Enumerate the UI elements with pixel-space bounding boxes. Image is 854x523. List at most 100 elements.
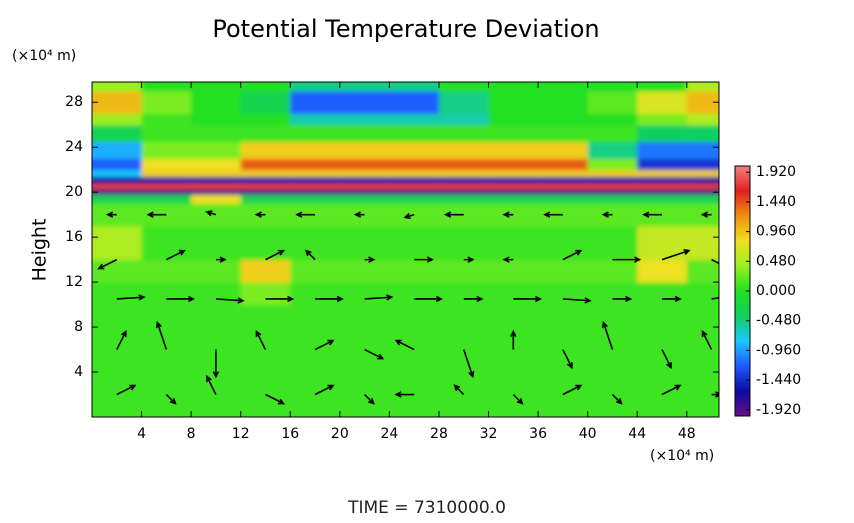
- vector-arrow: [661, 384, 682, 396]
- vector-arrow: [255, 329, 267, 350]
- vector-arrow: [661, 349, 672, 370]
- vector-arrow: [601, 320, 614, 350]
- heat-cell: [438, 282, 490, 306]
- heat-cell: [141, 82, 192, 92]
- heat-cell: [488, 188, 539, 195]
- x-tick-label: 4: [137, 426, 146, 442]
- y-tick-label: 12: [65, 274, 83, 290]
- heat-cell: [538, 225, 589, 261]
- vector-arrow: [612, 295, 633, 303]
- heat-cell: [92, 82, 143, 92]
- heat-cell: [191, 194, 242, 204]
- heat-cell: [587, 203, 638, 227]
- heat-cell: [339, 194, 390, 204]
- heat-cell: [92, 304, 143, 417]
- heat-cell: [389, 203, 440, 227]
- heat-cell: [488, 176, 539, 184]
- heat-cell: [290, 141, 341, 159]
- heat-cell: [191, 90, 242, 114]
- heat-cell: [538, 90, 589, 114]
- heat-cell: [389, 225, 440, 261]
- heat-cell: [141, 90, 192, 114]
- heat-cell: [389, 141, 440, 159]
- heat-cell: [92, 188, 143, 195]
- colorbar-tick-label: -0.960: [756, 342, 801, 358]
- heat-cell: [240, 203, 291, 227]
- vector-arrow: [661, 249, 691, 261]
- colorbar-tick-label: -0.480: [756, 313, 801, 329]
- vector-arrow: [353, 211, 365, 218]
- heat-cell: [686, 304, 719, 417]
- heat-cell: [389, 176, 440, 184]
- vector-arrow: [642, 211, 662, 218]
- heat-cell: [686, 176, 719, 184]
- heat-cell: [240, 188, 291, 195]
- heat-cell: [240, 113, 291, 126]
- vector-arrow: [414, 295, 443, 303]
- heat-cell: [240, 82, 291, 92]
- vector-arrow: [462, 349, 475, 379]
- heat-cell: [587, 176, 638, 184]
- vector-arrow: [562, 349, 573, 370]
- heat-cell: [587, 169, 638, 177]
- heat-cell: [389, 124, 440, 143]
- heat-cell: [92, 141, 143, 159]
- x-tick-label: 32: [480, 426, 498, 442]
- heat-cell: [339, 282, 390, 306]
- heat-cell: [240, 176, 291, 184]
- heat-cell: [191, 176, 242, 184]
- vector-arrow: [364, 256, 376, 263]
- vector-arrow: [502, 211, 514, 218]
- heat-cell: [339, 113, 390, 126]
- vector-arrow: [364, 393, 375, 405]
- heat-cell: [339, 183, 390, 190]
- heat-cell: [191, 282, 242, 306]
- vector-arrow: [155, 320, 168, 350]
- vector-arrow: [116, 294, 146, 301]
- heat-cell: [587, 124, 638, 143]
- heat-cell: [686, 225, 719, 261]
- x-tick-label: 44: [628, 426, 646, 442]
- heat-cell: [240, 158, 291, 171]
- heat-cell: [488, 194, 539, 204]
- x-tick-label: 16: [281, 426, 299, 442]
- heat-cell: [438, 188, 490, 195]
- heat-cell: [587, 90, 638, 114]
- heat-cell: [92, 194, 143, 204]
- vector-arrow: [502, 256, 514, 263]
- heat-cell: [587, 141, 638, 159]
- heat-cell: [538, 304, 589, 417]
- y-axis-label: Height: [29, 219, 51, 282]
- heat-cell: [92, 259, 143, 283]
- heat-cell: [92, 225, 143, 261]
- heat-cell: [637, 82, 688, 92]
- heat-cell: [587, 188, 638, 195]
- colorbar-tick-label: -1.920: [756, 402, 801, 418]
- heat-cell: [438, 141, 490, 159]
- vector-arrow: [165, 249, 186, 261]
- heat-cell: [686, 259, 719, 283]
- heat-cell: [389, 282, 440, 306]
- y-tick-label: 28: [65, 94, 83, 110]
- heat-cell: [538, 282, 589, 306]
- heat-cell: [438, 113, 490, 126]
- vector-arrow: [105, 211, 117, 218]
- heat-cell: [488, 113, 539, 126]
- heat-cell: [240, 304, 291, 417]
- heat-cell: [438, 169, 490, 177]
- y-tick-label: 20: [65, 184, 83, 200]
- heat-cell: [290, 282, 341, 306]
- vector-arrow: [206, 374, 217, 395]
- heat-cell: [587, 183, 638, 190]
- heat-cell: [488, 259, 539, 283]
- heat-cell: [488, 82, 539, 92]
- heat-cell: [637, 188, 688, 195]
- heat-cell: [488, 304, 539, 417]
- colorbar-tick-label: 0.000: [756, 283, 796, 299]
- vector-arrow: [543, 211, 563, 218]
- heat-cell: [339, 304, 390, 417]
- heat-cell: [637, 225, 688, 261]
- vector-arrow: [265, 295, 295, 303]
- vector-arrow: [711, 258, 719, 265]
